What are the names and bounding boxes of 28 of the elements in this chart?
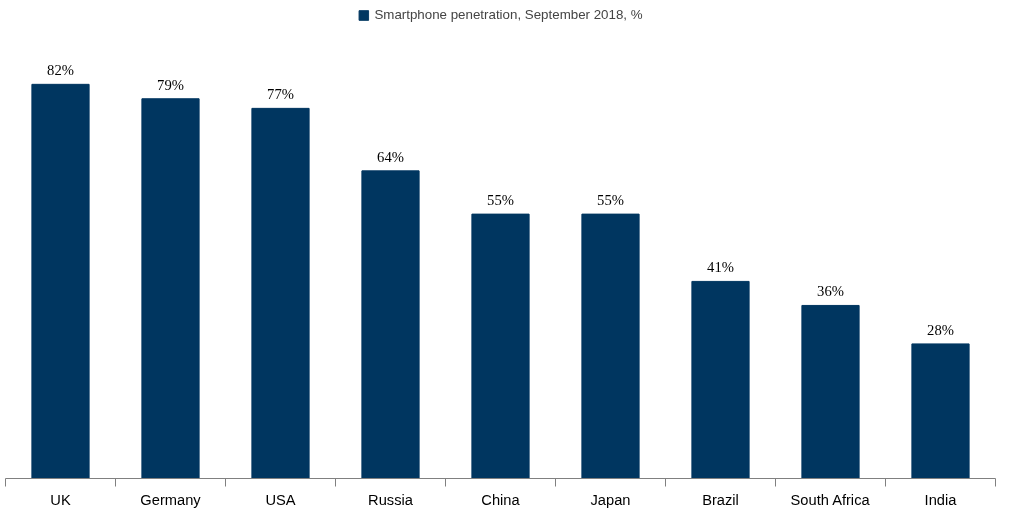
x-tick-label: UK (50, 491, 71, 508)
data-label: 64% (377, 148, 404, 165)
bar (141, 98, 200, 479)
x-tick-label: India (924, 491, 958, 508)
bar (801, 304, 860, 479)
x-tick-label: USA (265, 491, 296, 508)
bar (471, 213, 530, 479)
x-tick-label: Germany (140, 491, 202, 508)
data-label: 41% (707, 259, 734, 276)
bar (361, 170, 420, 479)
data-label: 79% (157, 76, 184, 93)
x-tick-label: Japan (590, 491, 631, 508)
legend-label: Smartphone penetration, September 2018, % (374, 7, 643, 22)
data-label: 77% (267, 86, 294, 103)
x-tick-label: Russia (368, 491, 414, 508)
data-label: 82% (47, 62, 74, 79)
x-tick-label: Brazil (702, 491, 739, 508)
data-label: 55% (487, 192, 514, 209)
x-tick-label: China (481, 491, 521, 508)
bar (911, 343, 970, 479)
data-label: 28% (927, 321, 954, 338)
data-label: 36% (817, 283, 844, 300)
bar (691, 280, 750, 479)
bar (581, 213, 640, 479)
data-label: 55% (597, 192, 624, 209)
x-tick-label: South Africa (790, 491, 871, 508)
bar (31, 83, 90, 479)
bar (251, 107, 310, 479)
